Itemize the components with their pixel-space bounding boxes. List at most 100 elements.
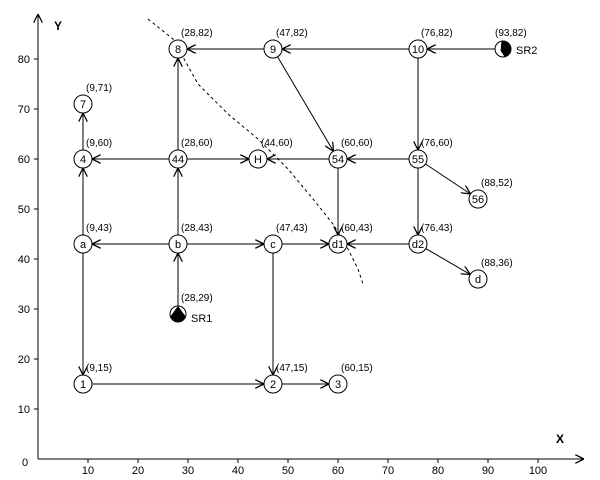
node-label: 54 [332,154,344,166]
node-coordinate: (76,82) [421,28,453,39]
y-tick-label: 80 [18,54,30,66]
x-tick-label: 50 [282,465,294,477]
axes: Y X 0 10 20 30 40 50 60 70 80 90 100 10 20 30 40 50 60… [18,14,584,477]
source-wedge [500,40,512,57]
node-c: c(47,43) [263,223,308,254]
node-label: 9 [270,44,276,56]
node-coordinate: (60,60) [341,138,373,149]
node-coordinate: (88,36) [481,258,513,269]
node-H: H (44,60) [248,138,293,169]
x-axis-ticks: 10 20 30 40 50 60 70 80 90 100 [82,459,547,477]
node-d1: d1 (60,43) [328,223,373,254]
node-circle [73,234,93,254]
source-wedge [170,306,186,322]
origin-label: 0 [22,457,28,469]
node-label: b [175,239,181,251]
source-label: SR2 [516,45,537,57]
y-axis-ticks: 10 20 30 40 50 60 70 80 [18,54,38,416]
node-label: H [254,154,262,166]
node-coordinate: (44,60) [261,138,293,149]
node-label: 8 [175,44,181,56]
node-7: 7(9,71) [73,83,112,114]
node-circle [168,39,188,59]
x-tick-label: 60 [332,465,344,477]
node-coordinate: (9,15) [86,363,112,374]
node-circle [408,234,428,254]
boundary-dashed-curve [147,18,364,285]
node-coordinate: (60,15) [341,363,373,374]
source-sr1: (28,29) SR1 [169,293,213,325]
x-tick-label: 70 [382,465,394,477]
source-coordinate: (93,82) [495,28,527,39]
node-coordinate: (9,60) [86,138,112,149]
node-label: d2 [412,239,424,251]
y-tick-label: 30 [18,304,30,316]
node-label: d1 [332,239,344,251]
node-10: 10 (76,82) [408,28,453,59]
node-label: a [80,239,87,251]
node-coordinate: (47,82) [276,28,308,39]
source-label: SR1 [191,313,212,325]
node-55: 55 (76,60) [408,138,453,169]
node-circle [73,374,93,394]
node-circle [328,149,348,169]
y-tick-label: 20 [18,354,30,366]
node-1: 1(9,15) [73,363,112,394]
node-label: 3 [335,379,341,391]
node-coordinate: (76,60) [421,138,453,149]
node-label: d [475,274,481,286]
node-circle [248,149,268,169]
node-circle [168,149,188,169]
node-9: 9(47,82) [263,28,308,59]
x-tick-label: 100 [529,465,547,477]
edges [83,49,495,384]
node-circle [408,39,428,59]
node-a: a (9,43) [73,223,112,254]
node-d2: d2 (76,43) [408,223,453,254]
node-circle [408,149,428,169]
y-axis-label: Y [54,19,62,33]
node-label: c [270,239,276,251]
node-coordinate: (9,71) [86,83,112,94]
edge-arrow [425,163,470,194]
y-tick-label: 50 [18,204,30,216]
y-tick-label: 60 [18,154,30,166]
edge-arrow [425,248,470,275]
x-tick-label: 20 [132,465,144,477]
x-tick-label: 10 [82,465,94,477]
node-label: 2 [270,379,276,391]
node-coordinate: (28,60) [181,138,213,149]
node-coordinate: (47,15) [276,363,308,374]
node-44: 44 (28,60) [168,138,213,169]
edge-arrow [277,56,334,152]
node-3: 3(60,15) [328,363,373,394]
x-tick-label: 40 [232,465,244,477]
node-4: 4(9,60) [73,138,112,169]
node-label: 10 [412,44,424,56]
node-coordinate: (76,43) [421,223,453,234]
node-circle [328,234,348,254]
node-label: 55 [412,154,424,166]
node-label: 1 [80,379,86,391]
node-label: 7 [80,99,86,111]
sources: (28,29) SR1 (93,82) SR2 [169,28,537,325]
node-circle [263,374,283,394]
node-coordinate: (28,43) [181,223,213,234]
node-d: d(88,36) [468,258,513,289]
node-2: 2(47,15) [263,363,308,394]
node-circle [468,269,488,289]
x-tick-label: 90 [482,465,494,477]
node-label: 44 [172,154,184,166]
node-circle [263,39,283,59]
node-label: 4 [80,154,86,166]
y-tick-label: 70 [18,104,30,116]
node-circle [263,234,283,254]
nodes: 8(28,82)9(47,82)10(76,82)7(9,71)4(9,60)4… [73,28,513,394]
node-label: 56 [472,194,484,206]
x-tick-label: 30 [182,465,194,477]
node-56: 56 (88,52) [468,178,513,209]
node-b: b(28,43) [168,223,213,254]
y-tick-label: 10 [18,404,30,416]
node-coordinate: (28,82) [181,28,213,39]
